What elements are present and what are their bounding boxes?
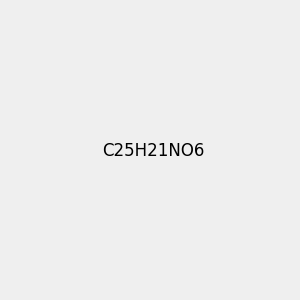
- Text: C25H21NO6: C25H21NO6: [103, 142, 205, 160]
